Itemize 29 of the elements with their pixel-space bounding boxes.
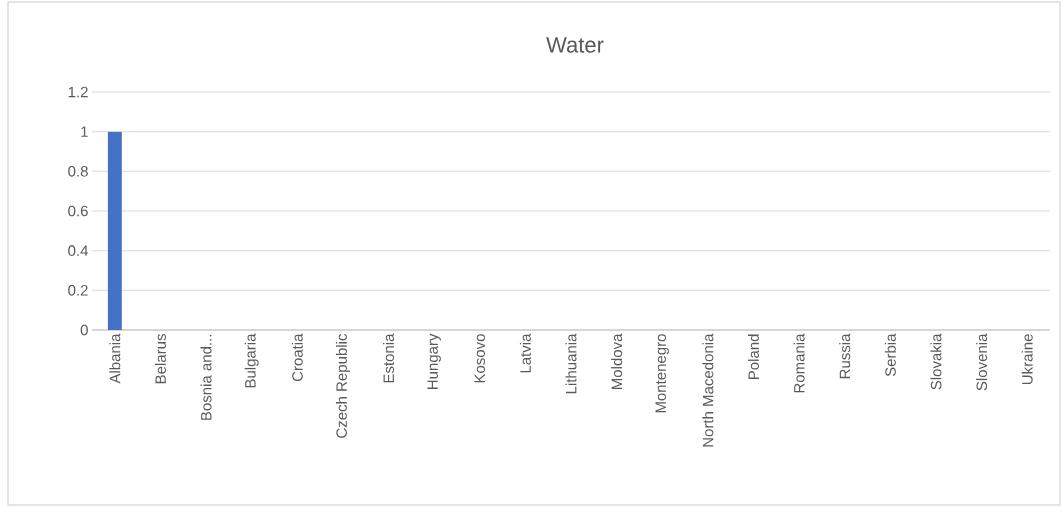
x-tick-label: Kosovo bbox=[474, 334, 485, 383]
y-tick-label: 0.8 bbox=[68, 166, 88, 177]
y-tick-label: 0 bbox=[80, 324, 88, 336]
x-tick-label: Montenegro bbox=[655, 334, 669, 413]
x-tick-label: Bulgaria bbox=[244, 333, 259, 388]
x-tick-label: Slovakia bbox=[930, 333, 942, 390]
x-tick-label: Moldova bbox=[611, 333, 623, 390]
y-tick-label: 1.2 bbox=[68, 86, 88, 98]
x-tick-label: Estonia bbox=[383, 333, 395, 383]
x-tick-label: Lithuania bbox=[565, 333, 577, 394]
y-tick-label: 0.6 bbox=[68, 205, 88, 217]
chart-title: Water bbox=[546, 37, 604, 53]
y-tick-label: 1 bbox=[81, 126, 88, 137]
x-tick-label: Latvia bbox=[519, 333, 531, 373]
x-tick-label: Serbia bbox=[884, 333, 896, 377]
x-tick-label: Poland bbox=[747, 334, 759, 380]
x-tick-label: North Macedonia bbox=[702, 333, 714, 447]
x-tick-label: Bosnia and... bbox=[200, 334, 212, 420]
x-tick-label: Czech Republic bbox=[335, 333, 350, 438]
x-tick-label: Belarus bbox=[154, 334, 166, 384]
x-tick-label: Slovenia bbox=[976, 333, 988, 391]
x-tick-label: Croatia bbox=[291, 333, 303, 382]
x-tick-label: Romania bbox=[793, 333, 805, 393]
x-tick-label: Albania bbox=[109, 333, 121, 384]
y-tick-label: 0.4 bbox=[68, 245, 89, 256]
x-tick-label: Ukraine bbox=[1021, 334, 1033, 385]
y-tick-label: 0.2 bbox=[68, 285, 88, 296]
x-tick-label: Hungary bbox=[427, 333, 441, 390]
x-tick-label: Russia bbox=[839, 333, 851, 379]
